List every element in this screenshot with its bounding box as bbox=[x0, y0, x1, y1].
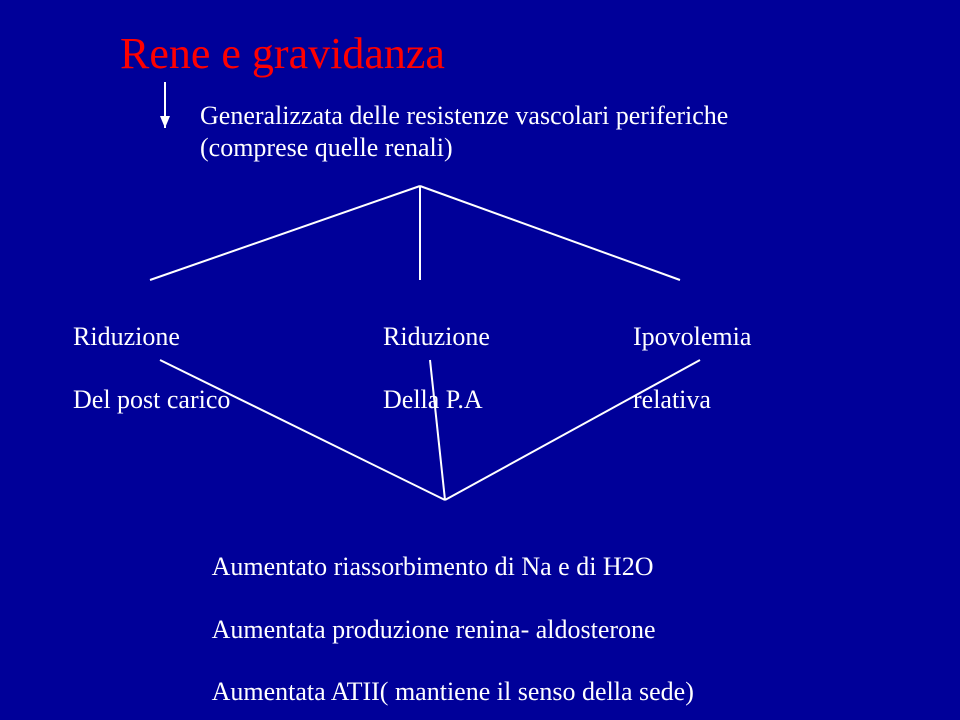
node-left-line1: Riduzione bbox=[73, 322, 180, 351]
node-center-line2: Della P.A bbox=[383, 385, 483, 414]
result-line-2: Aumentata produzione renina- aldosterone bbox=[212, 615, 656, 644]
node-left-line2: Del post carico bbox=[73, 385, 230, 414]
node-center: Riduzione Della P.A bbox=[370, 290, 490, 415]
node-left: Riduzione Del post carico bbox=[60, 290, 230, 415]
node-right-line1: Ipovolemia bbox=[633, 322, 751, 351]
intro-line-1: Generalizzata delle resistenze vascolari… bbox=[200, 100, 728, 131]
results-block: Aumentato riassorbimento di Na e di H2O … bbox=[200, 520, 694, 720]
intro-line-2: (comprese quelle renali) bbox=[200, 132, 453, 163]
node-right-line2: relativa bbox=[633, 385, 711, 414]
node-right: Ipovolemia relativa bbox=[620, 290, 751, 415]
result-line-3: Aumentata ATII( mantiene il senso della … bbox=[212, 677, 694, 706]
node-center-line1: Riduzione bbox=[383, 322, 490, 351]
slide-title: Rene e gravidanza bbox=[120, 28, 445, 81]
result-line-1: Aumentato riassorbimento di Na e di H2O bbox=[212, 552, 654, 581]
